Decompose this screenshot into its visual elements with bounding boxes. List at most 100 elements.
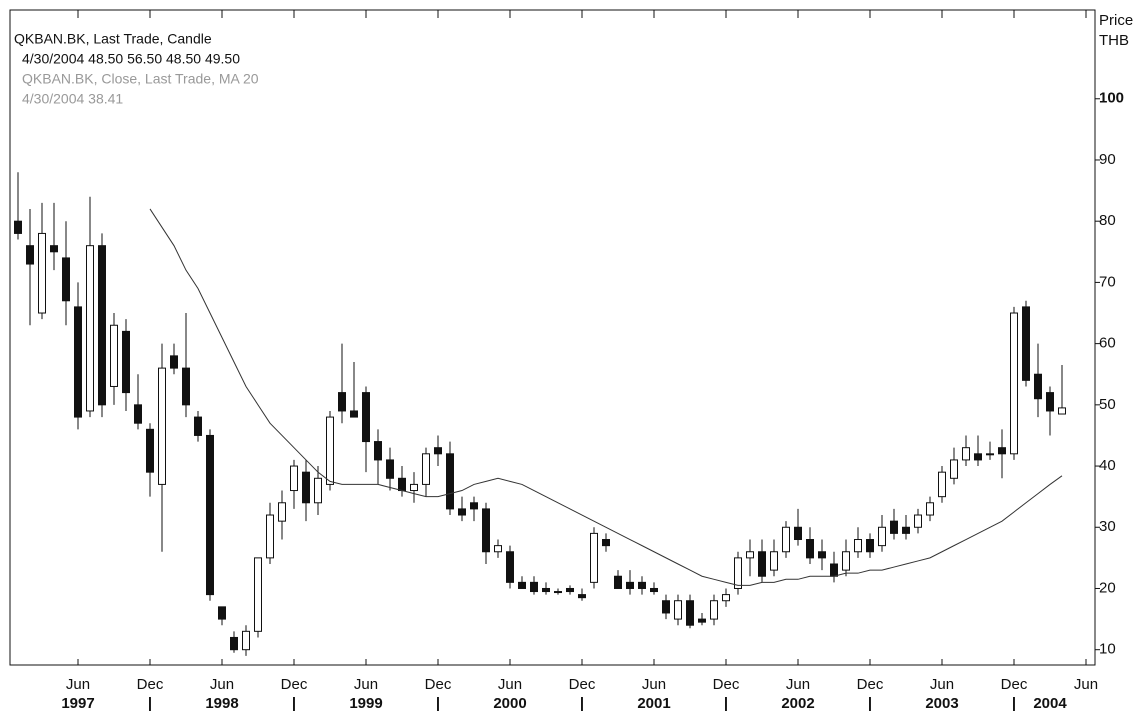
candle-body [903, 527, 910, 533]
x-year-label: 2004 [1033, 695, 1067, 712]
y-tick-label: 100 [1099, 90, 1124, 107]
candle-body [891, 521, 898, 533]
x-year-label: | [868, 695, 872, 712]
candle-body [87, 246, 94, 411]
x-tick-label: Jun [786, 676, 810, 693]
candle-body [231, 637, 238, 649]
candle-body [615, 576, 622, 588]
y-tick-label: 80 [1099, 212, 1116, 229]
candle-body [63, 258, 70, 301]
y-tick-label: 50 [1099, 396, 1116, 413]
candle-body [159, 368, 166, 484]
chart: QKBAN.BK, Last Trade, Candle 4/30/2004 4… [0, 0, 1146, 713]
candle-body [1047, 393, 1054, 411]
candle-body [951, 460, 958, 478]
x-year-label: 2000 [493, 695, 526, 712]
candle-body [807, 540, 814, 558]
candle-body [399, 478, 406, 490]
candle-body [423, 454, 430, 485]
candle-body [747, 552, 754, 558]
ma-line [150, 209, 1062, 585]
candle-body [543, 588, 550, 591]
candle-body [243, 631, 250, 649]
y-tick-label: 10 [1099, 641, 1116, 658]
candle-body [711, 601, 718, 619]
candle-body [483, 509, 490, 552]
candle-body [987, 454, 994, 455]
candle-body [183, 368, 190, 405]
y-tick-label: 90 [1099, 151, 1116, 168]
x-tick-label: Dec [425, 676, 452, 693]
candle-body [411, 484, 418, 490]
candle-body [783, 527, 790, 551]
candle-body [267, 515, 274, 558]
candle-body [771, 552, 778, 570]
candle-body [687, 601, 694, 625]
candle-body [735, 558, 742, 589]
x-tick-label: Jun [354, 676, 378, 693]
candle-body [327, 417, 334, 484]
candle-body [459, 509, 466, 515]
candle-body [627, 582, 634, 588]
x-year-label: | [292, 695, 296, 712]
x-year-label: 1998 [205, 695, 238, 712]
y-tick-label: 40 [1099, 457, 1116, 474]
x-tick-label: Dec [281, 676, 308, 693]
candle-body [279, 503, 286, 521]
candle-body [867, 540, 874, 552]
candle-body [1023, 307, 1030, 380]
candle-body [603, 540, 610, 546]
candle-body [567, 588, 574, 591]
y-tick-label: 30 [1099, 518, 1116, 535]
candle-body [519, 582, 526, 588]
candle-body [147, 429, 154, 472]
candle-body [291, 466, 298, 490]
x-tick-label: Jun [1074, 676, 1098, 693]
x-tick-label: Dec [137, 676, 164, 693]
candle-body [819, 552, 826, 558]
candle-body [591, 533, 598, 582]
candle-body [315, 478, 322, 502]
candle-body [507, 552, 514, 583]
candle-body [51, 246, 58, 252]
candle-body [303, 472, 310, 503]
x-tick-label: Jun [66, 676, 90, 693]
x-year-label: | [148, 695, 152, 712]
legend: QKBAN.BK, Last Trade, Candle 4/30/2004 4… [14, 31, 259, 107]
candle-body [723, 595, 730, 601]
y-axis-label: Price [1099, 12, 1133, 29]
y-tick-label: 60 [1099, 335, 1116, 352]
candle-body [447, 454, 454, 509]
candle-body [1059, 408, 1066, 414]
candle-body [999, 448, 1006, 454]
candle-body [171, 356, 178, 368]
candle-body [795, 527, 802, 539]
candle-body [579, 595, 586, 598]
candle-body [915, 515, 922, 527]
y-tick-label: 20 [1099, 579, 1116, 596]
candle-body [207, 435, 214, 594]
legend-line: QKBAN.BK, Close, Last Trade, MA 20 [22, 71, 259, 87]
candle-body [1035, 374, 1042, 398]
candle-body [375, 442, 382, 460]
candle-body [843, 552, 850, 570]
legend-line: 4/30/2004 48.50 56.50 48.50 49.50 [22, 51, 240, 67]
candle-body [195, 417, 202, 435]
candle-body [27, 246, 34, 264]
candle-body [219, 607, 226, 619]
x-tick-label: Jun [210, 676, 234, 693]
x-tick-label: Dec [1001, 676, 1028, 693]
x-year-label: | [580, 695, 584, 712]
candle-body [495, 546, 502, 552]
candle-body [927, 503, 934, 515]
x-year-label: | [724, 695, 728, 712]
y-axis-label: THB [1099, 32, 1129, 49]
candle-body [75, 307, 82, 417]
candle-body [15, 221, 22, 233]
candle-body [111, 325, 118, 386]
candle-body [435, 448, 442, 454]
candle-body [123, 331, 130, 392]
x-tick-label: Jun [930, 676, 954, 693]
candle-body [879, 527, 886, 545]
x-tick-label: Jun [498, 676, 522, 693]
